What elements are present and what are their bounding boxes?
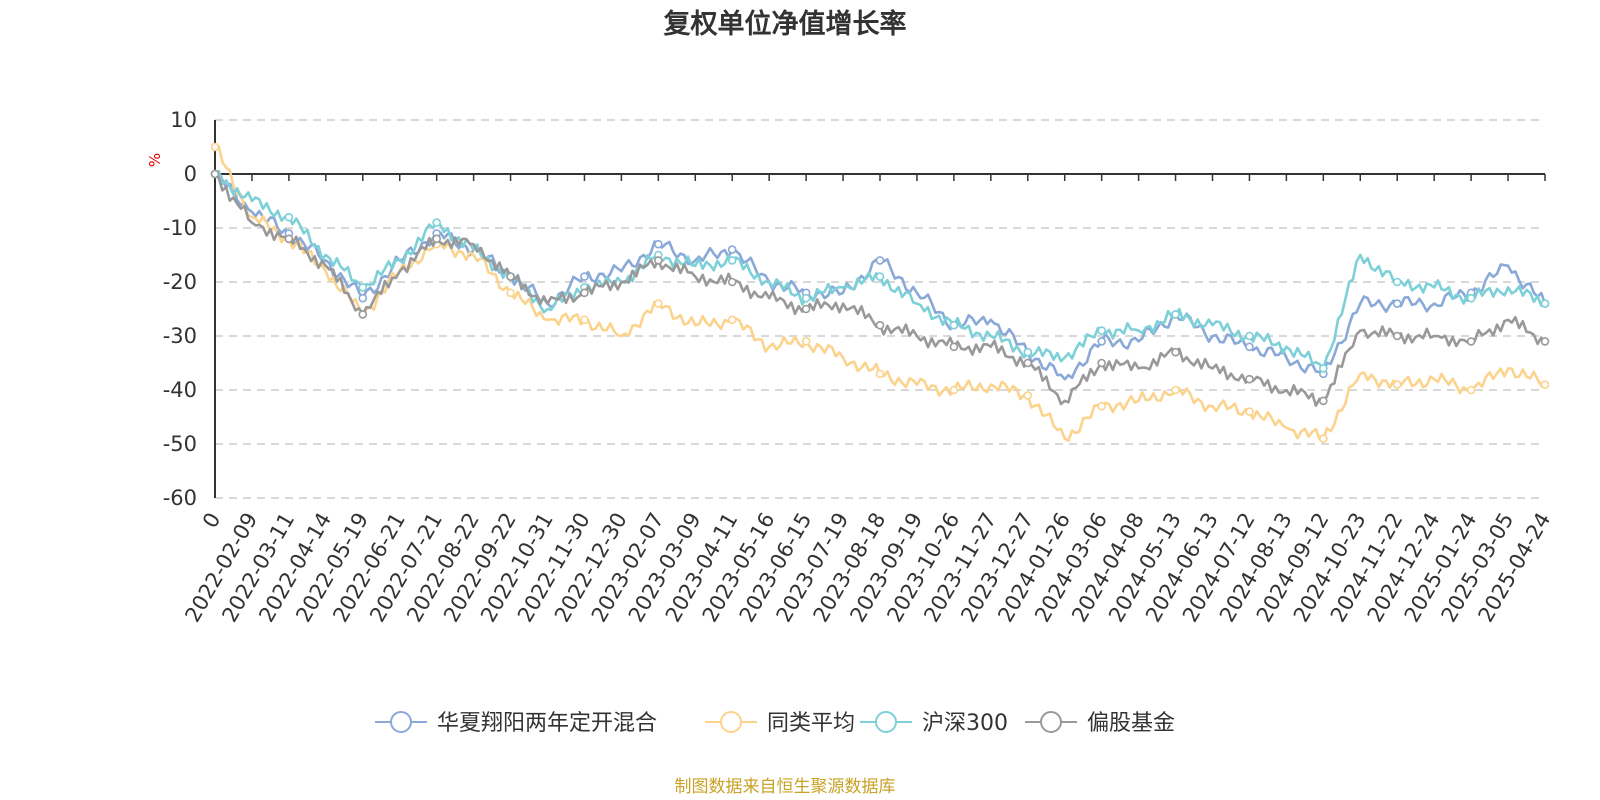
legend-label: 同类平均 — [767, 711, 855, 736]
axes: 100-10-20-30-40-50-6002022-02-092022-03-… — [163, 108, 1556, 626]
data-point — [210, 142, 220, 152]
data-point — [1392, 299, 1402, 308]
data-point — [1097, 401, 1106, 411]
legend-label: 华夏翔阳两年定开混合 — [437, 711, 657, 736]
chart-title: 复权单位净值增长率 — [664, 8, 907, 40]
legend-item[interactable]: 同类平均 — [705, 711, 855, 736]
data-point — [506, 272, 515, 281]
legend-marker — [390, 711, 412, 733]
y-tick-label: -30 — [163, 324, 197, 348]
data-point — [1466, 337, 1476, 346]
y-tick-label: -20 — [163, 270, 197, 294]
data-point — [727, 277, 737, 287]
data-point — [1466, 293, 1476, 303]
data-point — [727, 315, 737, 325]
data-point — [284, 212, 294, 222]
data-point — [801, 304, 811, 314]
data-point — [1319, 364, 1328, 373]
legend-marker — [1040, 711, 1062, 733]
data-point — [1023, 358, 1033, 368]
data-point — [727, 256, 737, 265]
data-point — [654, 239, 663, 249]
data-point — [1023, 391, 1033, 400]
data-point — [801, 337, 811, 346]
data-point — [875, 256, 885, 265]
data-point — [432, 234, 441, 244]
data-point — [1023, 347, 1033, 357]
data-point — [949, 320, 959, 330]
data-point — [1540, 337, 1550, 346]
data-point — [1097, 326, 1106, 335]
legend-label: 偏股基金 — [1087, 711, 1175, 736]
legend-marker — [720, 711, 742, 733]
data-point — [727, 245, 737, 254]
data-point — [1540, 299, 1550, 308]
data-point — [1392, 331, 1402, 341]
data-point — [1171, 347, 1180, 357]
data-point — [1392, 277, 1402, 287]
data-point — [875, 320, 885, 330]
y-tick-label: -40 — [163, 378, 197, 402]
data-point — [1245, 342, 1254, 352]
data-point — [580, 272, 589, 281]
data-point — [875, 272, 885, 281]
x-tick-label: 0 — [198, 509, 225, 533]
data-point — [1171, 385, 1180, 395]
y-tick-label: -50 — [163, 432, 197, 456]
data-point — [284, 234, 294, 244]
y-tick-label: 10 — [170, 108, 197, 132]
y-tick-label: -10 — [163, 216, 197, 240]
legend-item[interactable]: 沪深300 — [860, 711, 1008, 736]
y-axis-unit-label: % — [146, 153, 164, 167]
data-point — [1097, 358, 1106, 368]
data-point — [1392, 380, 1402, 389]
data-point — [1097, 337, 1106, 346]
legend-marker — [875, 711, 897, 733]
data-point — [801, 293, 811, 303]
legend-label: 沪深300 — [922, 711, 1008, 736]
data-point — [949, 385, 959, 395]
data-point — [1171, 310, 1180, 319]
data-point — [358, 310, 368, 319]
data-point — [358, 283, 368, 292]
data-point — [1466, 385, 1476, 395]
y-tick-label: 0 — [184, 162, 197, 186]
data-point — [1245, 331, 1254, 341]
data-point — [1245, 374, 1254, 384]
data-point — [432, 218, 441, 227]
series-lines — [210, 142, 1550, 443]
data-point — [875, 369, 885, 379]
data-point — [1540, 380, 1550, 389]
data-point — [654, 299, 663, 308]
data-point — [580, 315, 589, 325]
legend[interactable]: 华夏翔阳两年定开混合 同类平均 沪深300 偏股基金 — [375, 711, 1175, 736]
y-tick-label: -60 — [163, 486, 197, 510]
data-point — [654, 256, 663, 265]
data-point — [506, 288, 515, 298]
data-point — [358, 293, 368, 303]
data-point — [1319, 434, 1328, 443]
data-point — [210, 169, 220, 179]
grid-lines — [215, 119, 1545, 499]
data-source-note: 制图数据来自恒生聚源数据库 — [675, 777, 896, 797]
data-point — [1245, 407, 1254, 416]
data-point — [1319, 396, 1328, 406]
data-point — [949, 342, 959, 352]
legend-item[interactable]: 华夏翔阳两年定开混合 — [375, 711, 657, 736]
data-point — [580, 288, 589, 298]
legend-item[interactable]: 偏股基金 — [1025, 711, 1175, 736]
